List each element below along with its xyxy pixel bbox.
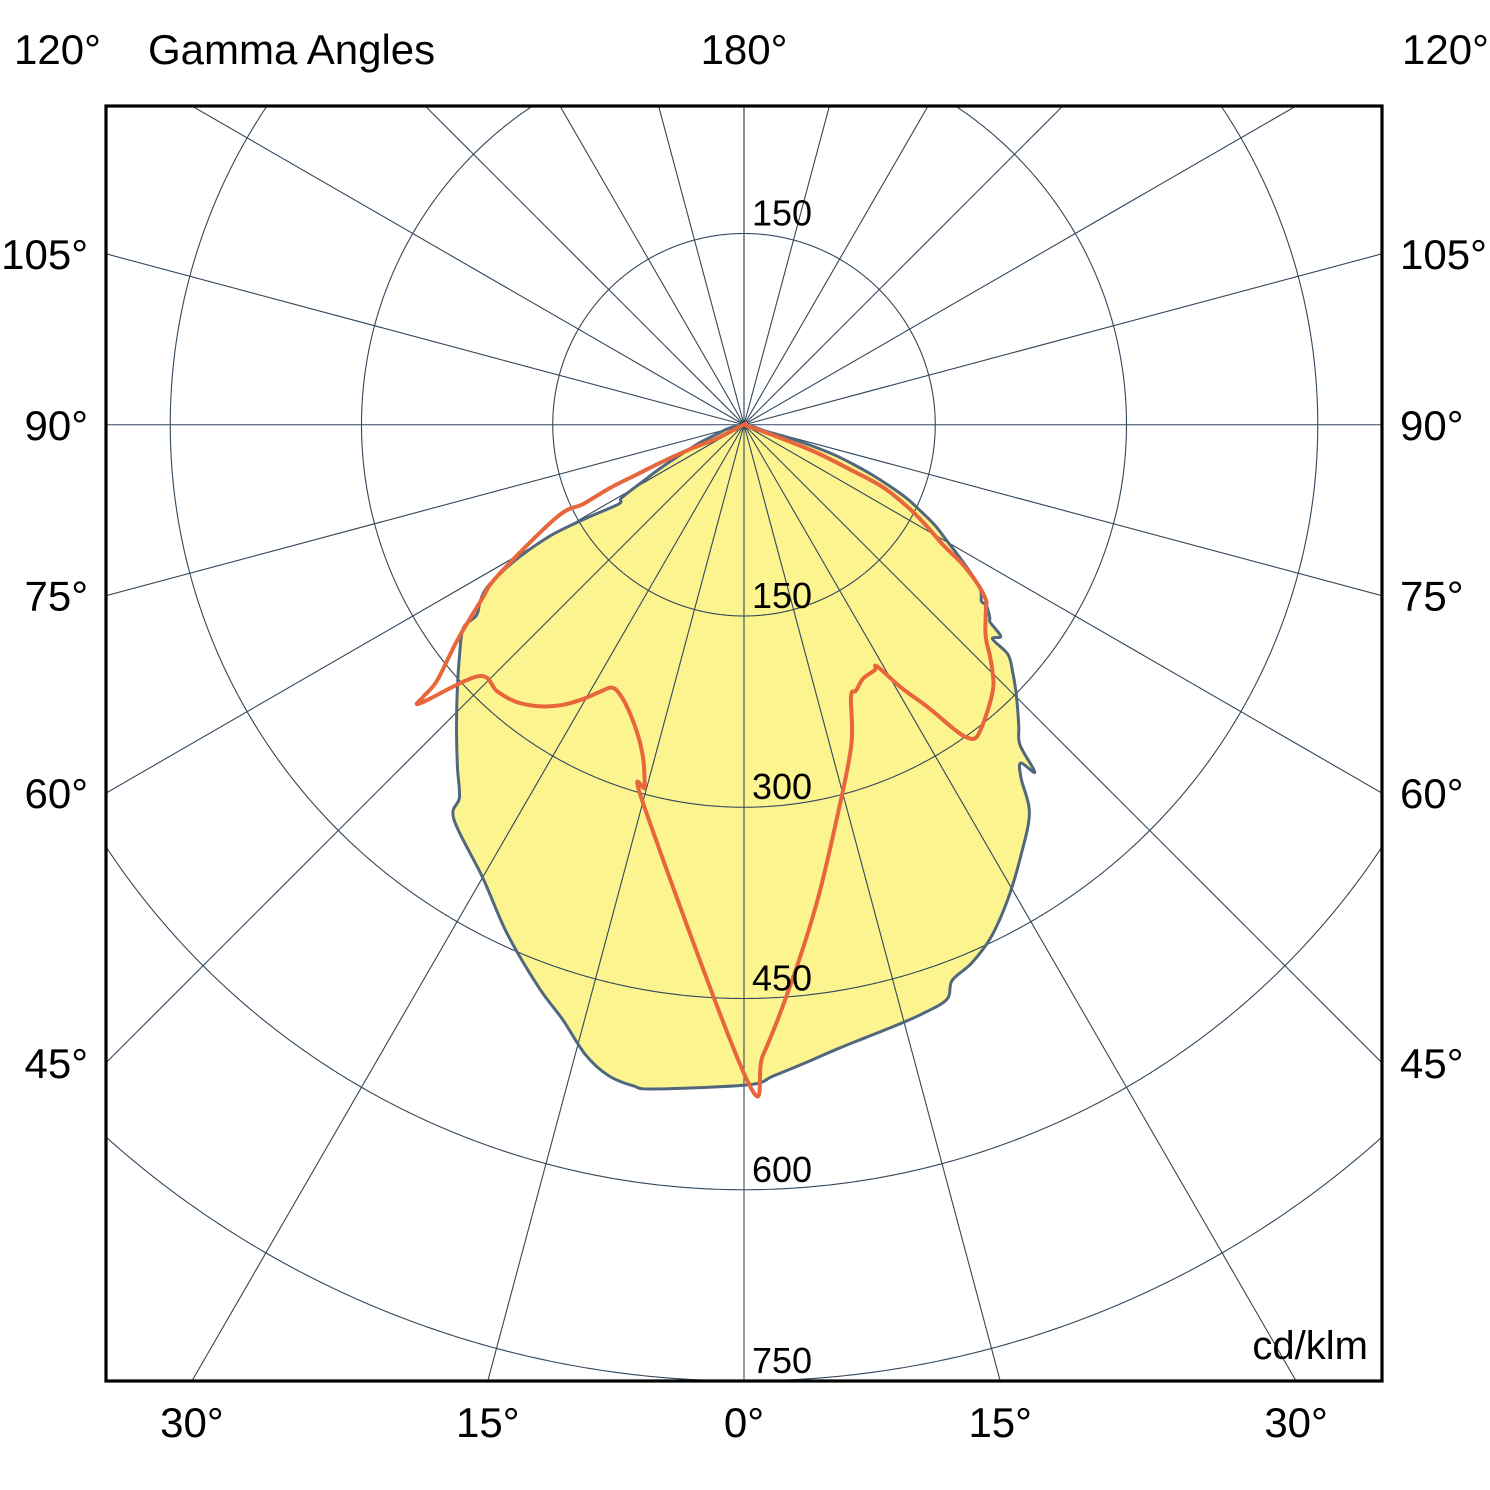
svg-text:105°: 105° — [1400, 231, 1487, 278]
svg-text:15°: 15° — [456, 1399, 520, 1446]
svg-text:450: 450 — [752, 958, 812, 999]
svg-text:750: 750 — [752, 1340, 812, 1381]
svg-text:120°: 120° — [14, 26, 101, 73]
svg-text:120°: 120° — [1402, 26, 1489, 73]
svg-text:45°: 45° — [24, 1040, 88, 1087]
svg-text:150: 150 — [752, 575, 812, 616]
svg-text:180°: 180° — [701, 26, 788, 73]
svg-text:cd/klm: cd/klm — [1252, 1324, 1368, 1368]
svg-text:105°: 105° — [1, 231, 88, 278]
svg-text:60°: 60° — [24, 770, 88, 817]
svg-text:30°: 30° — [160, 1399, 224, 1446]
svg-text:15°: 15° — [968, 1399, 1032, 1446]
svg-text:30°: 30° — [1264, 1399, 1328, 1446]
svg-text:90°: 90° — [24, 402, 88, 449]
svg-text:60°: 60° — [1400, 770, 1464, 817]
svg-text:45°: 45° — [1400, 1040, 1464, 1087]
svg-text:Gamma Angles: Gamma Angles — [148, 26, 435, 73]
svg-text:600: 600 — [752, 1149, 812, 1190]
svg-text:75°: 75° — [1400, 573, 1464, 620]
svg-text:300: 300 — [752, 766, 812, 807]
svg-text:0°: 0° — [724, 1399, 764, 1446]
svg-text:90°: 90° — [1400, 402, 1464, 449]
svg-text:150: 150 — [752, 193, 812, 234]
svg-text:75°: 75° — [24, 573, 88, 620]
